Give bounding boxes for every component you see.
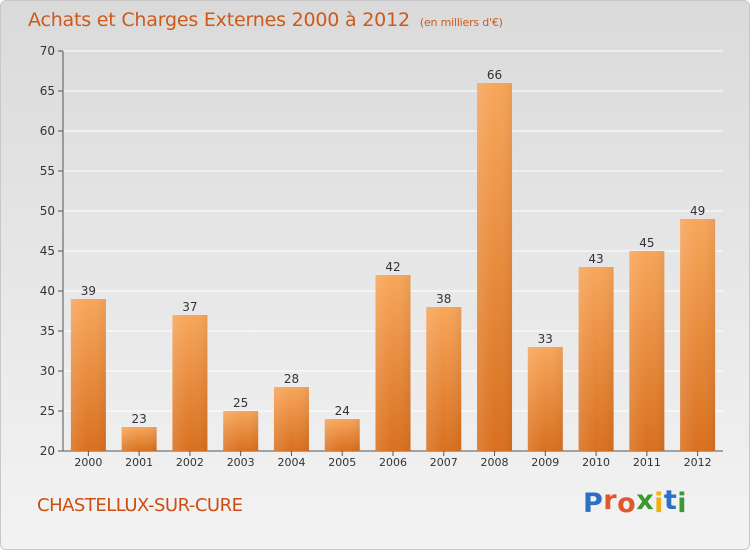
- town-name: CHASTELLUX-SUR-CURE: [37, 495, 243, 516]
- y-tick-label: 25: [40, 404, 55, 418]
- bar-shine: [172, 315, 208, 451]
- bar-value-label: 24: [335, 404, 350, 418]
- bar-value-label: 23: [132, 412, 147, 426]
- bar-value-label: 66: [487, 68, 502, 82]
- x-tick-labels: 2000 2001 2002 2003 2004 2005 2006 2007 2008 2009…: [74, 456, 711, 469]
- logo-letter: o: [617, 488, 637, 519]
- x-tick-label: 2008: [481, 456, 509, 469]
- y-tick-label: 35: [40, 324, 55, 338]
- bar-value-label: 38: [436, 292, 451, 306]
- x-tick-label: 2001: [125, 456, 153, 469]
- proxiti-logo: Proxiti: [583, 485, 688, 519]
- x-tick-label: 2006: [379, 456, 407, 469]
- x-tick-label: 2010: [582, 456, 610, 469]
- bar-value-label: 33: [538, 332, 553, 346]
- x-tick-label: 2012: [684, 456, 712, 469]
- y-tick-label: 30: [40, 364, 55, 378]
- bar-value-label: 45: [639, 236, 654, 250]
- logo-letter: i: [654, 488, 664, 519]
- y-tick-label: 60: [40, 124, 55, 138]
- bar-shine: [426, 307, 462, 451]
- y-tick-labels: 20 25 30 35 40 45 50 55 60 65 70: [40, 44, 55, 458]
- chart-subtitle: (en milliers d'€): [419, 16, 503, 29]
- y-tick-label: 65: [40, 84, 55, 98]
- bar-value-label: 43: [588, 252, 603, 266]
- bar-shine: [121, 427, 157, 451]
- x-tick-label: 2011: [633, 456, 661, 469]
- logo-letter: x: [636, 485, 655, 516]
- x-tick-label: 2002: [176, 456, 204, 469]
- logo-letter: i: [677, 488, 688, 519]
- bar-value-label: 25: [233, 396, 248, 410]
- x-tick-label: 2009: [531, 456, 559, 469]
- bar-value-label: 49: [690, 204, 705, 218]
- y-tick-label: 45: [40, 244, 55, 258]
- bar-shine: [223, 411, 259, 451]
- x-tick-label: 2000: [74, 456, 102, 469]
- bar-value-label: 37: [182, 300, 197, 314]
- chart-title: Achats et Charges Externes 2000 à 2012 (e…: [28, 9, 503, 31]
- x-tick-label: 2003: [227, 456, 255, 469]
- y-tick-label: 70: [40, 44, 55, 58]
- bar-value-label: 28: [284, 372, 299, 386]
- bar-value-label: 42: [385, 260, 400, 274]
- bar-shine: [273, 387, 309, 451]
- bar-value-labels: 39 23 37 25 28 24 42 38 66 33 43 45 49: [81, 68, 706, 426]
- y-tick-label: 20: [40, 444, 55, 458]
- bar-shine: [629, 251, 665, 451]
- logo-letter: r: [603, 485, 618, 516]
- bars: [70, 83, 716, 451]
- bar-shine: [70, 299, 106, 451]
- bar-shine: [375, 275, 411, 451]
- bar-shine: [680, 219, 716, 451]
- bar-shine: [578, 267, 614, 451]
- x-tick-label: 2004: [277, 456, 305, 469]
- bar-shine: [477, 83, 513, 451]
- bar-shine: [324, 419, 360, 451]
- logo-letter: t: [663, 485, 678, 516]
- bar-value-label: 39: [81, 284, 96, 298]
- x-tick-label: 2005: [328, 456, 356, 469]
- x-tick-label: 2007: [430, 456, 458, 469]
- logo-letter: P: [583, 488, 604, 519]
- bar-shine: [527, 347, 563, 451]
- chart-title-text: Achats et Charges Externes 2000 à 2012: [28, 9, 410, 31]
- y-tick-label: 55: [40, 164, 55, 178]
- y-tick-label: 50: [40, 204, 55, 218]
- y-tick-label: 40: [40, 284, 55, 298]
